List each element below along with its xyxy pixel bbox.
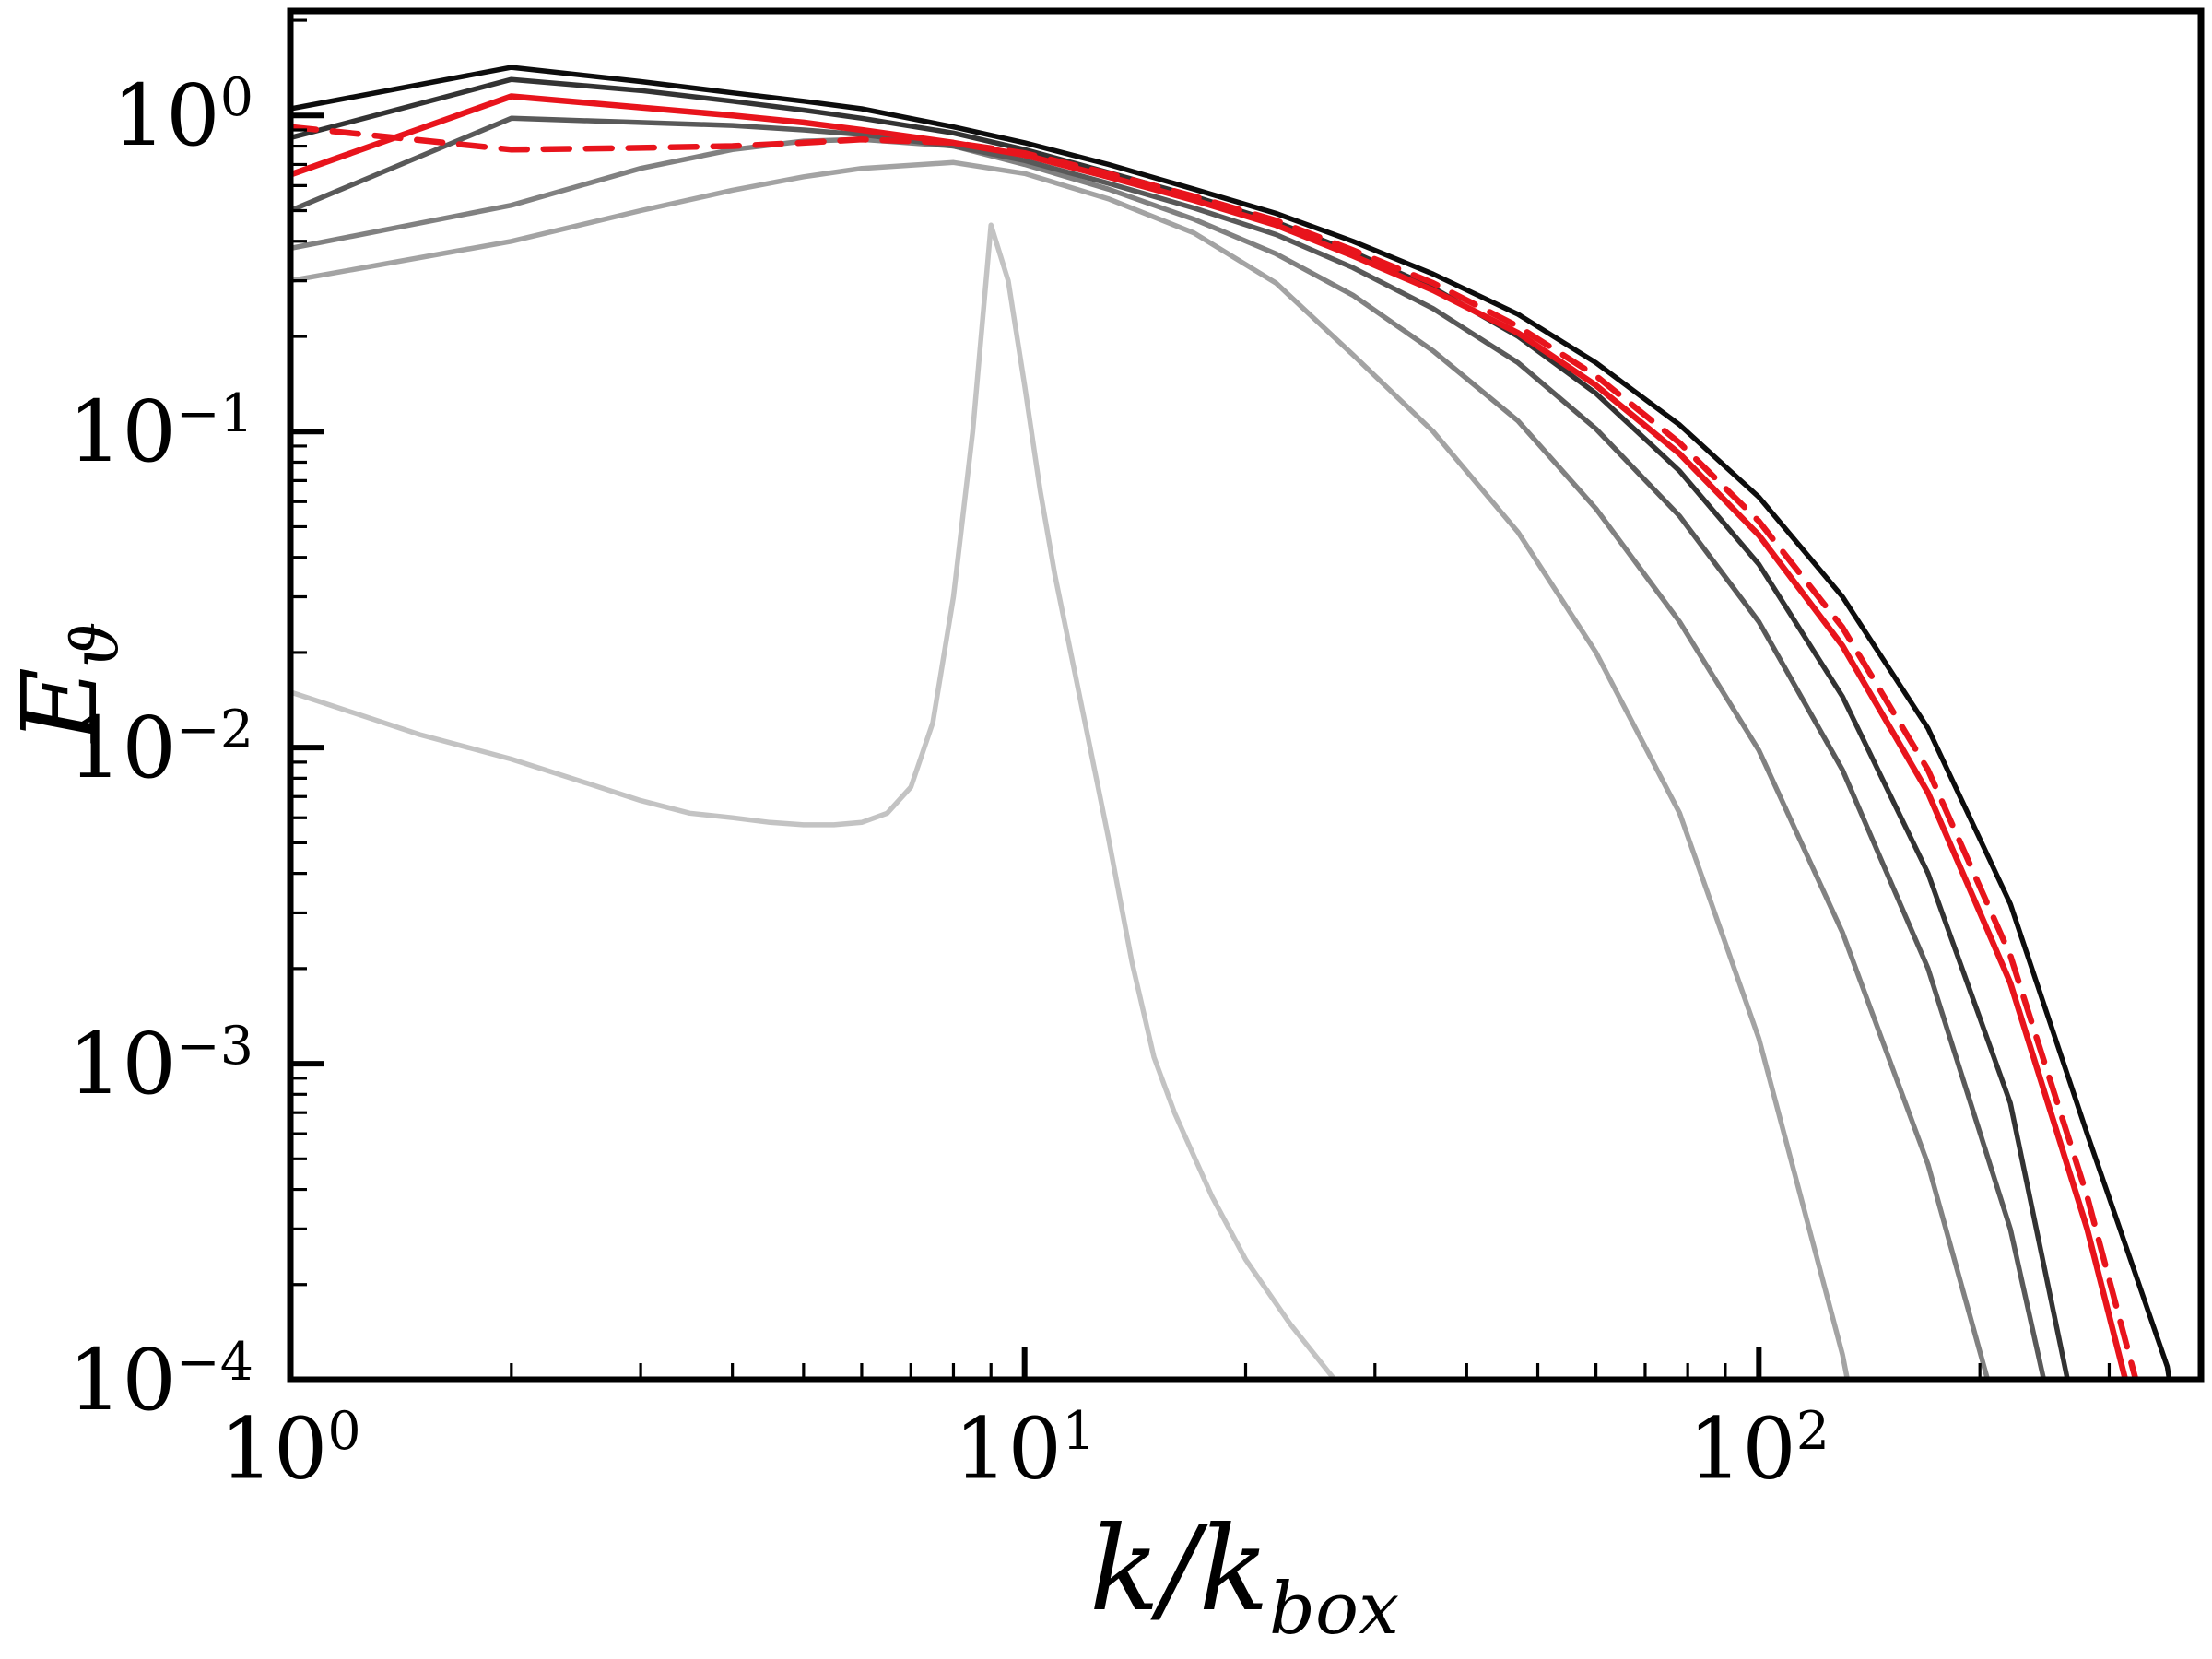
y-tick-label: 10−4 bbox=[67, 1330, 253, 1430]
y-axis-label: ˆEϑ bbox=[0, 621, 134, 743]
x-tick-label: 101 bbox=[953, 1399, 1096, 1499]
x-tick-label: 102 bbox=[1688, 1399, 1830, 1499]
series-spectrum-t3-dark-gray bbox=[290, 115, 2047, 1380]
series-reference-red-dashed bbox=[290, 124, 2139, 1380]
series-spectrum-t1-gray bbox=[290, 159, 1851, 1380]
y-tick-label: 10−3 bbox=[67, 1014, 253, 1113]
y-label-E-hat: ˆE bbox=[0, 666, 122, 743]
y-tick-label: 10−1 bbox=[67, 382, 253, 482]
y-tick-label: 100 bbox=[112, 66, 253, 166]
series-spectrum-earliest-light-gray bbox=[290, 222, 1338, 1380]
plot-frame bbox=[287, 7, 2205, 1383]
series-spectrum-latest-black bbox=[290, 65, 2172, 1380]
x-tick-label: 100 bbox=[219, 1399, 361, 1499]
x-axis-label: k/kbox bbox=[1088, 1501, 1400, 1652]
series-reference-red-solid bbox=[290, 93, 2129, 1380]
y-tick-label: 10−2 bbox=[67, 698, 253, 797]
